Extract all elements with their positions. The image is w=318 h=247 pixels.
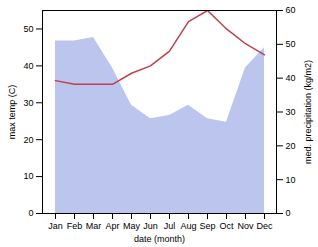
svg-text:60: 60 xyxy=(286,5,296,15)
svg-text:0: 0 xyxy=(286,208,291,218)
svg-text:Oct: Oct xyxy=(219,221,234,231)
svg-text:30: 30 xyxy=(23,98,33,108)
svg-text:max temp (C): max temp (C) xyxy=(7,85,17,140)
svg-text:Aug: Aug xyxy=(180,221,196,231)
svg-text:0: 0 xyxy=(28,208,33,218)
svg-text:Mar: Mar xyxy=(86,221,102,231)
svg-text:Sep: Sep xyxy=(199,221,215,231)
svg-text:med. precipitation (kg/m2): med. precipitation (kg/m2) xyxy=(303,60,313,164)
svg-text:May: May xyxy=(123,221,141,231)
svg-text:20: 20 xyxy=(23,135,33,145)
svg-text:40: 40 xyxy=(286,73,296,83)
svg-text:50: 50 xyxy=(23,24,33,34)
svg-text:40: 40 xyxy=(23,61,33,71)
svg-text:Jul: Jul xyxy=(164,221,176,231)
svg-text:Jan: Jan xyxy=(48,221,63,231)
svg-text:10: 10 xyxy=(286,175,296,185)
svg-text:50: 50 xyxy=(286,39,296,49)
svg-text:Dec: Dec xyxy=(256,221,273,231)
svg-text:20: 20 xyxy=(286,141,296,151)
svg-text:30: 30 xyxy=(286,107,296,117)
svg-text:10: 10 xyxy=(23,171,33,181)
svg-text:Apr: Apr xyxy=(105,221,119,231)
svg-text:date (month): date (month) xyxy=(134,234,185,244)
svg-text:Jun: Jun xyxy=(143,221,158,231)
svg-text:Feb: Feb xyxy=(67,221,83,231)
svg-text:Nov: Nov xyxy=(237,221,254,231)
